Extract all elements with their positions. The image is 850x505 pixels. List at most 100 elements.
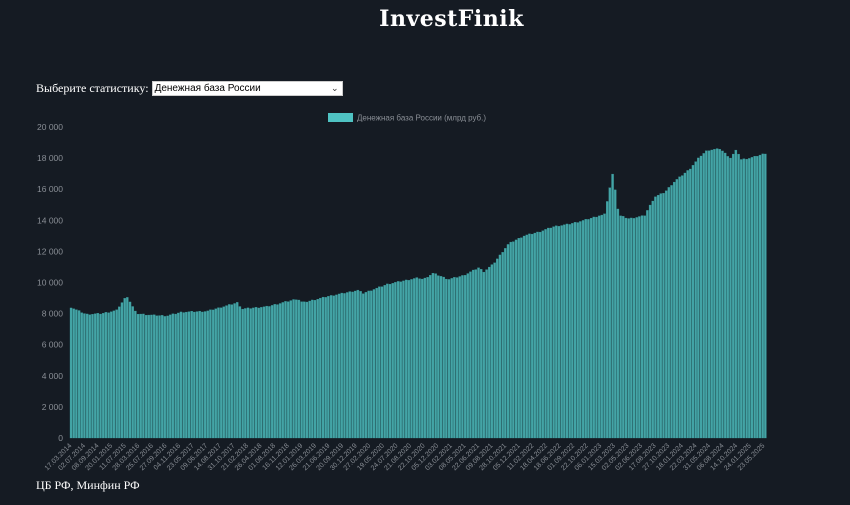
bar xyxy=(568,224,571,439)
bar xyxy=(230,304,234,439)
bar xyxy=(624,217,628,439)
bar xyxy=(579,221,582,439)
bar xyxy=(335,294,338,439)
bar xyxy=(667,187,671,439)
bar xyxy=(715,148,719,439)
bar xyxy=(185,311,188,439)
bar xyxy=(289,300,293,439)
bar xyxy=(126,297,129,439)
bar xyxy=(498,254,502,439)
bar xyxy=(630,217,633,439)
bar xyxy=(699,155,703,439)
bar xyxy=(453,277,456,439)
bar xyxy=(431,273,435,439)
bar xyxy=(104,312,108,439)
bar xyxy=(496,258,499,439)
brand-title: InvestFinik xyxy=(379,6,524,32)
bar xyxy=(654,196,657,439)
bar xyxy=(91,314,94,439)
bar xyxy=(450,278,453,439)
bar xyxy=(608,187,612,439)
bar xyxy=(678,176,681,439)
bar xyxy=(426,277,429,439)
bar xyxy=(136,313,140,439)
bar xyxy=(147,314,150,439)
bar xyxy=(241,308,244,439)
bar xyxy=(402,280,405,439)
bar xyxy=(337,293,341,439)
y-tick-label: 4 000 xyxy=(42,371,64,381)
bar xyxy=(219,307,223,439)
bar xyxy=(83,313,86,439)
bar xyxy=(410,279,413,439)
bar xyxy=(522,235,526,439)
bar xyxy=(270,305,274,439)
bar xyxy=(689,168,692,439)
bar xyxy=(517,237,520,439)
statistic-select[interactable]: Денежная база России ⌄ xyxy=(151,81,343,96)
bar xyxy=(160,315,164,439)
bar xyxy=(128,301,132,439)
bar xyxy=(713,149,716,439)
bar xyxy=(80,312,83,439)
bar xyxy=(471,269,475,439)
bar xyxy=(228,304,231,439)
y-tick-label: 14 000 xyxy=(37,215,63,225)
bar xyxy=(595,216,598,439)
bar xyxy=(233,303,236,439)
bar xyxy=(286,301,290,439)
bar xyxy=(388,284,392,439)
bar xyxy=(721,150,724,439)
bar xyxy=(211,309,215,439)
bar xyxy=(257,307,260,439)
bar xyxy=(321,296,325,439)
bar xyxy=(268,306,271,439)
bar xyxy=(305,301,309,439)
bar xyxy=(222,306,226,439)
bar xyxy=(252,307,255,439)
bar xyxy=(723,152,727,439)
bar xyxy=(407,280,411,439)
bar xyxy=(163,316,167,439)
bar xyxy=(319,297,322,439)
bar xyxy=(761,153,764,439)
bar xyxy=(375,287,378,439)
bar xyxy=(718,149,721,439)
statistic-select-value: Денежная база России xyxy=(154,83,261,94)
bar xyxy=(120,302,124,439)
bar xyxy=(681,175,684,439)
bar xyxy=(177,312,180,439)
bar xyxy=(512,241,515,439)
bar xyxy=(506,244,510,439)
bar xyxy=(705,150,708,439)
legend-label: Денежная база России (млрд руб.) xyxy=(357,114,486,123)
bar xyxy=(659,193,663,439)
bar xyxy=(533,232,537,439)
bar xyxy=(354,290,357,439)
bar xyxy=(640,215,644,439)
bar xyxy=(429,275,432,439)
bar xyxy=(155,315,159,439)
bar xyxy=(195,311,199,439)
bar xyxy=(764,153,767,439)
y-tick-label: 12 000 xyxy=(37,246,63,256)
bar xyxy=(745,159,748,439)
data-source: ЦБ РФ, Минфин РФ xyxy=(36,478,140,492)
y-tick-label: 20 000 xyxy=(37,122,63,132)
bar xyxy=(651,200,654,439)
bar xyxy=(697,157,700,439)
bar xyxy=(273,304,276,439)
bar xyxy=(418,278,421,439)
bar xyxy=(265,305,268,439)
bar xyxy=(536,231,539,439)
bar xyxy=(439,276,443,439)
bar xyxy=(351,291,354,439)
bar xyxy=(648,204,652,439)
bar xyxy=(187,311,191,439)
bar xyxy=(316,299,319,439)
bar xyxy=(437,275,440,439)
bar xyxy=(75,309,78,439)
y-tick-label: 16 000 xyxy=(37,184,63,194)
bar xyxy=(396,281,400,439)
bar xyxy=(600,214,604,439)
